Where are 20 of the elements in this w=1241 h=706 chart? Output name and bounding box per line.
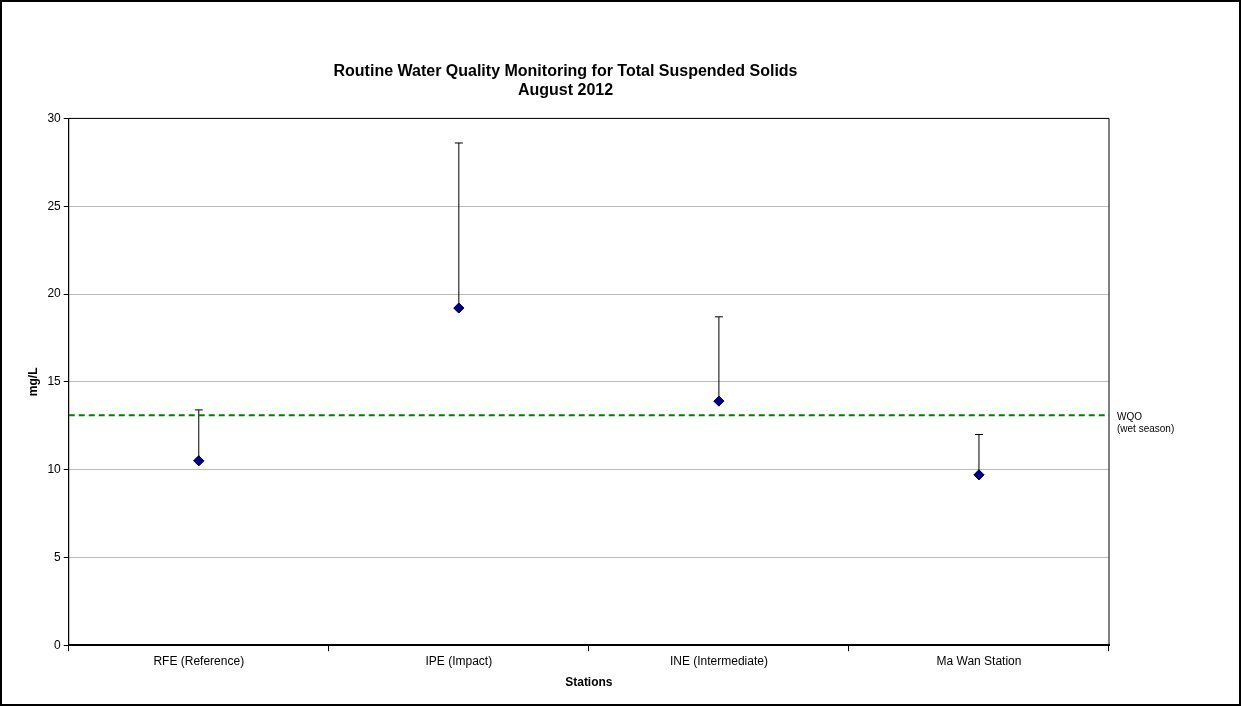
chart-subtitle: August 2012: [517, 81, 614, 99]
point: [973, 469, 985, 481]
point: [453, 302, 465, 314]
chart-title: Routine Water Quality Monitoring for Total Suspended Solids: [333, 62, 798, 80]
ref-line-label: WQO (wet season): [1117, 410, 1175, 434]
x-tick-label: IPE (Impact): [425, 653, 493, 668]
y-tick-label: 0: [54, 637, 62, 652]
y-tick-label: 20: [47, 286, 62, 301]
y-tick-label: 5: [54, 549, 62, 564]
y-tick-label: 25: [47, 198, 62, 213]
x-tick-label: INE (Intermediate): [669, 653, 768, 668]
y-tick-label: 30: [47, 110, 62, 125]
y-axis-title: mg/L: [25, 367, 40, 397]
x-tick-label: RFE (Reference): [153, 653, 245, 668]
y-tick-label: 15: [47, 374, 62, 389]
point: [713, 395, 725, 407]
y-tick-label: 10: [47, 461, 62, 476]
x-tick-label: Ma Wan Station: [936, 653, 1022, 668]
point: [193, 455, 205, 467]
x-axis-title: Stations: [565, 675, 613, 690]
